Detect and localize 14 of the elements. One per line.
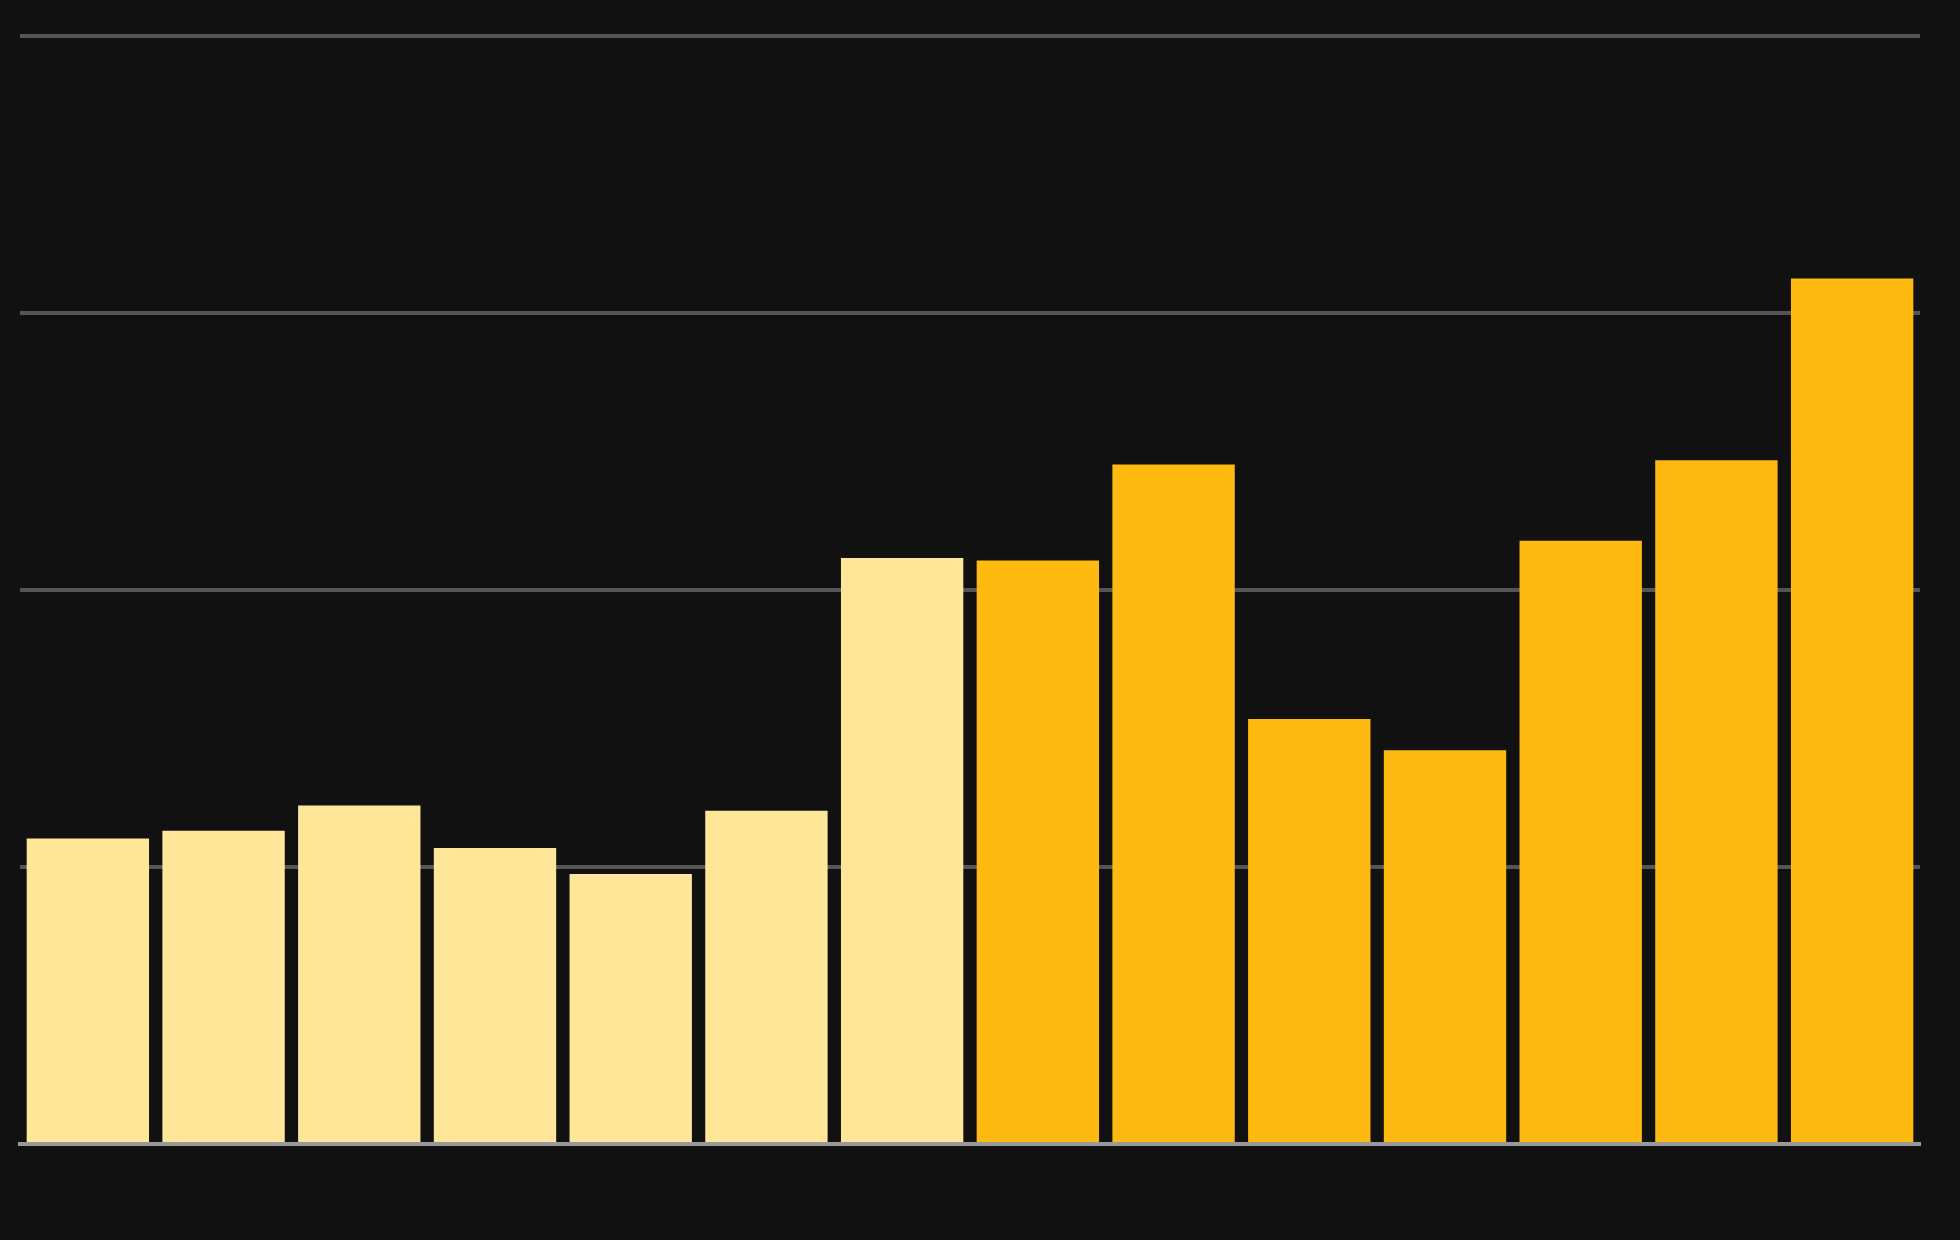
bar <box>1519 540 1642 1142</box>
bar <box>1248 718 1371 1142</box>
bar <box>1790 278 1914 1142</box>
bar <box>26 838 150 1142</box>
bar <box>1383 750 1507 1142</box>
bar <box>705 810 828 1142</box>
bar <box>1655 460 1778 1142</box>
bar <box>569 873 692 1142</box>
bar <box>162 830 285 1142</box>
bar <box>298 805 421 1142</box>
bar <box>433 847 557 1142</box>
bar <box>840 557 964 1142</box>
bar <box>1112 464 1235 1142</box>
bar <box>976 560 1100 1142</box>
